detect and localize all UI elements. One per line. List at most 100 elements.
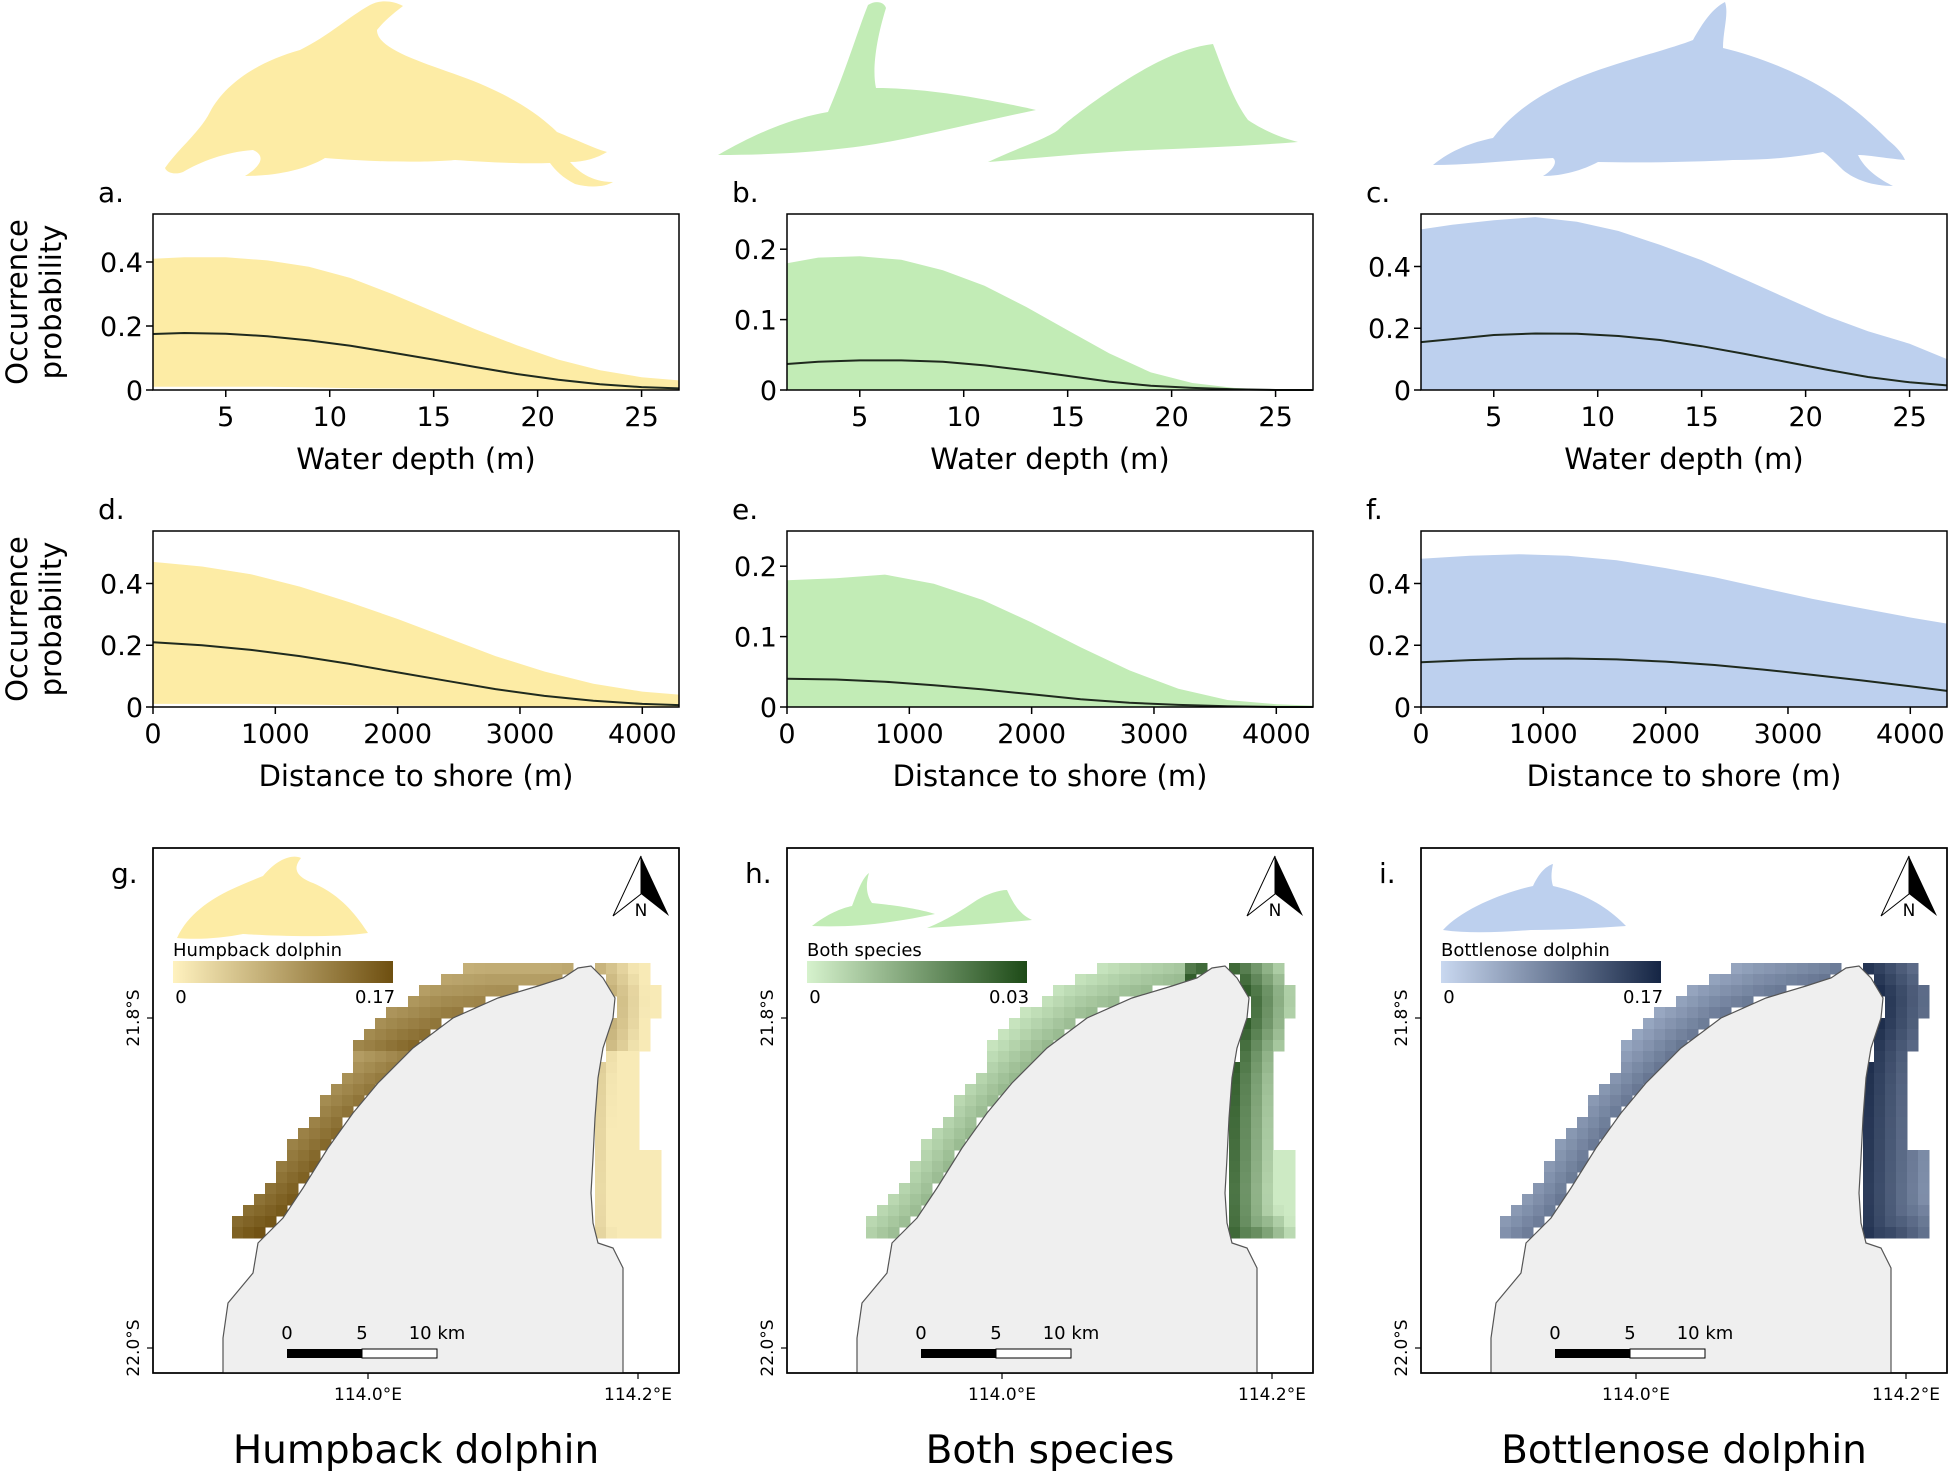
map-x-tick-label: 114.2°E [604,1385,672,1405]
grid-cell [606,1029,618,1041]
grid-cell [595,1216,607,1228]
grid-cell [441,985,453,997]
grid-cell [1240,1139,1252,1151]
both-mini-silhouette-right [927,890,1032,928]
grid-cell [1522,1216,1534,1228]
grid-cell [1555,1161,1567,1173]
grid-cell [419,1018,431,1030]
grid-cell [932,1128,944,1140]
grid-cell [353,1084,365,1096]
grid-cell [287,1161,299,1173]
grid-cell [287,1172,299,1184]
grid-cell [595,1183,607,1195]
grid-cell [276,1194,288,1206]
grid-cell [1251,1150,1263,1162]
grid-cell [1863,1161,1875,1173]
grid-cell [254,1216,266,1228]
grid-cell [617,1205,629,1217]
grid-cell [1588,1139,1600,1151]
grid-cell [232,1216,244,1228]
grid-cell [639,963,651,975]
grid-cell [1240,1194,1252,1206]
grid-cell [408,1007,420,1019]
grid-cell [1251,1062,1263,1074]
grid-cell [1896,985,1908,997]
grid-cell [1874,1018,1886,1030]
grid-cell [1251,1106,1263,1118]
grid-cell [650,1194,662,1206]
grid-cell [397,1051,409,1063]
grid-cell [1786,963,1798,975]
grid-cell [276,1161,288,1173]
humpback-mini-silhouette [177,856,368,939]
grid-cell [375,1062,387,1074]
north-arrow: N [612,855,669,921]
grid-cell [463,974,475,986]
grid-cell [650,1161,662,1173]
legend-max-label: 0.17 [355,987,395,1008]
grid-cell [1262,1084,1274,1096]
grid-cell [1885,1205,1897,1217]
grid-cell [1643,1073,1655,1085]
grid-cell [1610,1106,1622,1118]
y-tick-label: 0 [760,693,777,724]
grid-cell [639,1161,651,1173]
grid-cell [265,1194,277,1206]
grid-cell [617,1062,629,1074]
grid-cell [1229,1194,1241,1206]
grid-cell [1053,1029,1065,1041]
x-tick-label: 1000 [1509,719,1578,750]
grid-cell [888,1216,900,1228]
legend-title: Both species [807,940,922,961]
map-x-tick-label: 114.0°E [968,1385,1036,1405]
grid-cell [1896,996,1908,1008]
grid-cell [1240,1117,1252,1129]
grid-cell [1251,1073,1263,1085]
grid-cell [1009,1062,1021,1074]
grid-cell [1885,1084,1897,1096]
grid-cell [441,1007,453,1019]
grid-cell [954,1095,966,1107]
map-y-tick-label: 21.8°S [758,989,778,1046]
grid-cell [1544,1194,1556,1206]
grid-cell [943,1161,955,1173]
scale-bar: 0 5 10 km [1549,1323,1733,1359]
scale-label-5: 5 [990,1323,1001,1344]
grid-cell [1885,1062,1897,1074]
grid-cell [331,1095,343,1107]
grid-cell [877,1227,889,1239]
grid-cell [353,1040,365,1052]
grid-cell [364,1051,376,1063]
both-silhouette-right [988,44,1298,162]
grid-cell [496,974,508,986]
grid-cell [1907,974,1919,986]
grid-cell [474,974,486,986]
grid-cell [1885,1194,1897,1206]
grid-cell [1731,963,1743,975]
grid-cell [1863,963,1875,975]
grid-cell [1610,1073,1622,1085]
grid-cell [375,1029,387,1041]
grid-cell [639,1007,651,1019]
grid-cell [309,1161,321,1173]
grid-cell [1863,1139,1875,1151]
grid-cell [1742,963,1754,975]
grid-cell [1251,1018,1263,1030]
grid-cell [1108,985,1120,997]
grid-cell [1907,1040,1919,1052]
x-tick-label: 1000 [875,719,944,750]
grid-cell [921,1139,933,1151]
x-tick-label: 10 [1581,402,1615,433]
grid-cell [309,1117,321,1129]
grid-cell [1262,1194,1274,1206]
grid-cell [617,1106,629,1118]
grid-cell [320,1106,332,1118]
grid-cell [1240,1062,1252,1074]
grid-cell [1262,1040,1274,1052]
grid-cell [1863,1062,1875,1074]
grid-cell [899,1194,911,1206]
grid-cell [910,1205,922,1217]
grid-cell [529,974,541,986]
grid-cell [1896,1095,1908,1107]
grid-cell [1020,1029,1032,1041]
